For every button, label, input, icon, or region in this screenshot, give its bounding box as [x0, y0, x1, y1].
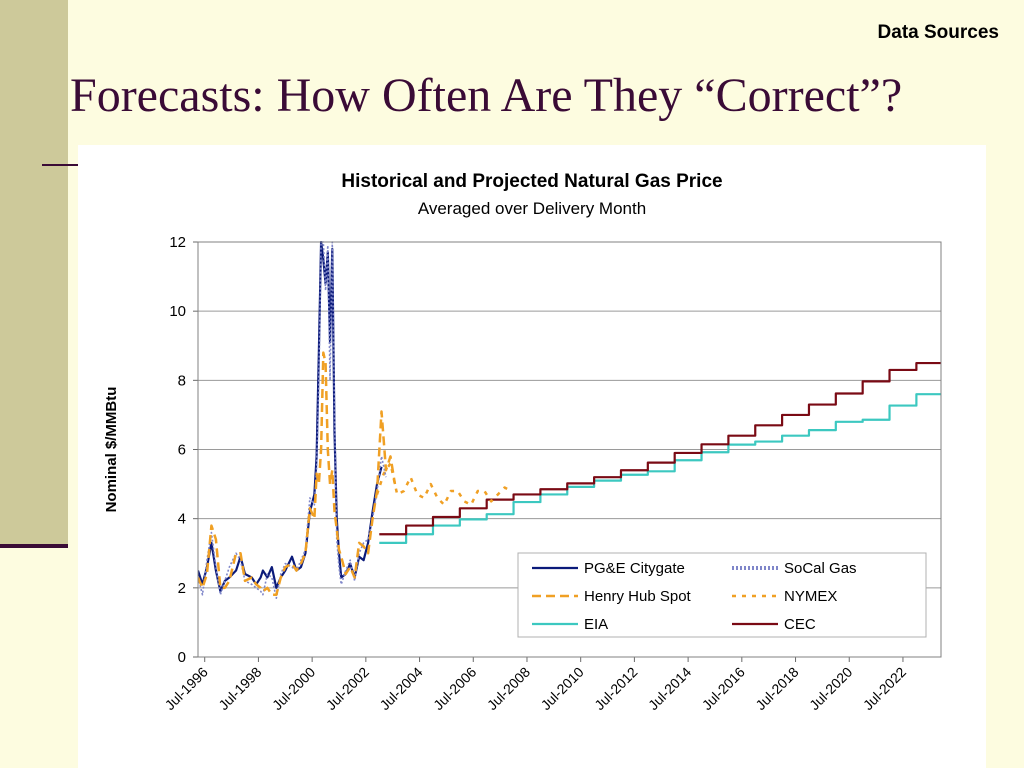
x-tick-label: Jul-1998 — [215, 664, 264, 713]
legend-box — [517, 552, 927, 638]
chart-subtitle: Averaged over Delivery Month — [417, 199, 647, 218]
x-tick-label: Jul-2004 — [376, 664, 425, 713]
plot-border — [197, 241, 942, 658]
y-tick-label: 12 — [169, 234, 186, 251]
y-tick-label: 0 — [178, 649, 186, 666]
series-line-henry-hub-spot — [198, 351, 397, 596]
y-tick-label: 4 — [178, 511, 186, 528]
y-axis-label: Nominal $/MMBtu — [103, 387, 120, 513]
slide-title: Forecasts: How Often Are They “Correct”? — [70, 69, 903, 122]
series-group — [198, 241, 941, 600]
legend-label: PG&E Citygate — [584, 560, 685, 577]
legend-label: EIA — [584, 616, 608, 633]
x-tick-label: Jul-2014 — [645, 664, 694, 713]
legend-label: NYMEX — [784, 588, 837, 605]
x-tick-label: Jul-2018 — [752, 664, 801, 713]
x-tick-label: Jul-2002 — [323, 664, 372, 713]
x-tick-label: Jul-2010 — [538, 664, 587, 713]
series-line-eia — [379, 393, 941, 544]
x-tick-label: Jul-2006 — [430, 664, 479, 713]
left-decorative-strip — [0, 0, 68, 545]
series-line-cec — [379, 361, 941, 536]
x-tick-label: Jul-1996 — [162, 664, 211, 713]
title-underline-rule — [42, 164, 78, 166]
x-tick-label: Jul-2022 — [860, 664, 909, 713]
left-strip-rule — [0, 544, 68, 548]
x-tick-label: Jul-2012 — [591, 664, 640, 713]
y-tick-label: 10 — [169, 303, 186, 320]
x-tick-label: Jul-2016 — [699, 664, 748, 713]
legend-label: SoCal Gas — [784, 560, 857, 577]
x-tick-label: Jul-2008 — [484, 664, 533, 713]
chart-title: Historical and Projected Natural Gas Pri… — [341, 171, 723, 192]
y-tick-label: 8 — [178, 372, 186, 389]
y-tick-label: 6 — [178, 442, 186, 459]
data-sources-link[interactable]: Data Sources — [877, 22, 999, 43]
legend-label: CEC — [784, 616, 816, 633]
y-tick-label: 2 — [178, 580, 186, 597]
chart-panel: Historical and Projected Natural Gas Pri… — [78, 145, 986, 768]
legend-label: Henry Hub Spot — [584, 588, 692, 605]
x-tick-label: Jul-2000 — [269, 664, 318, 713]
x-tick-label: Jul-2020 — [806, 664, 855, 713]
